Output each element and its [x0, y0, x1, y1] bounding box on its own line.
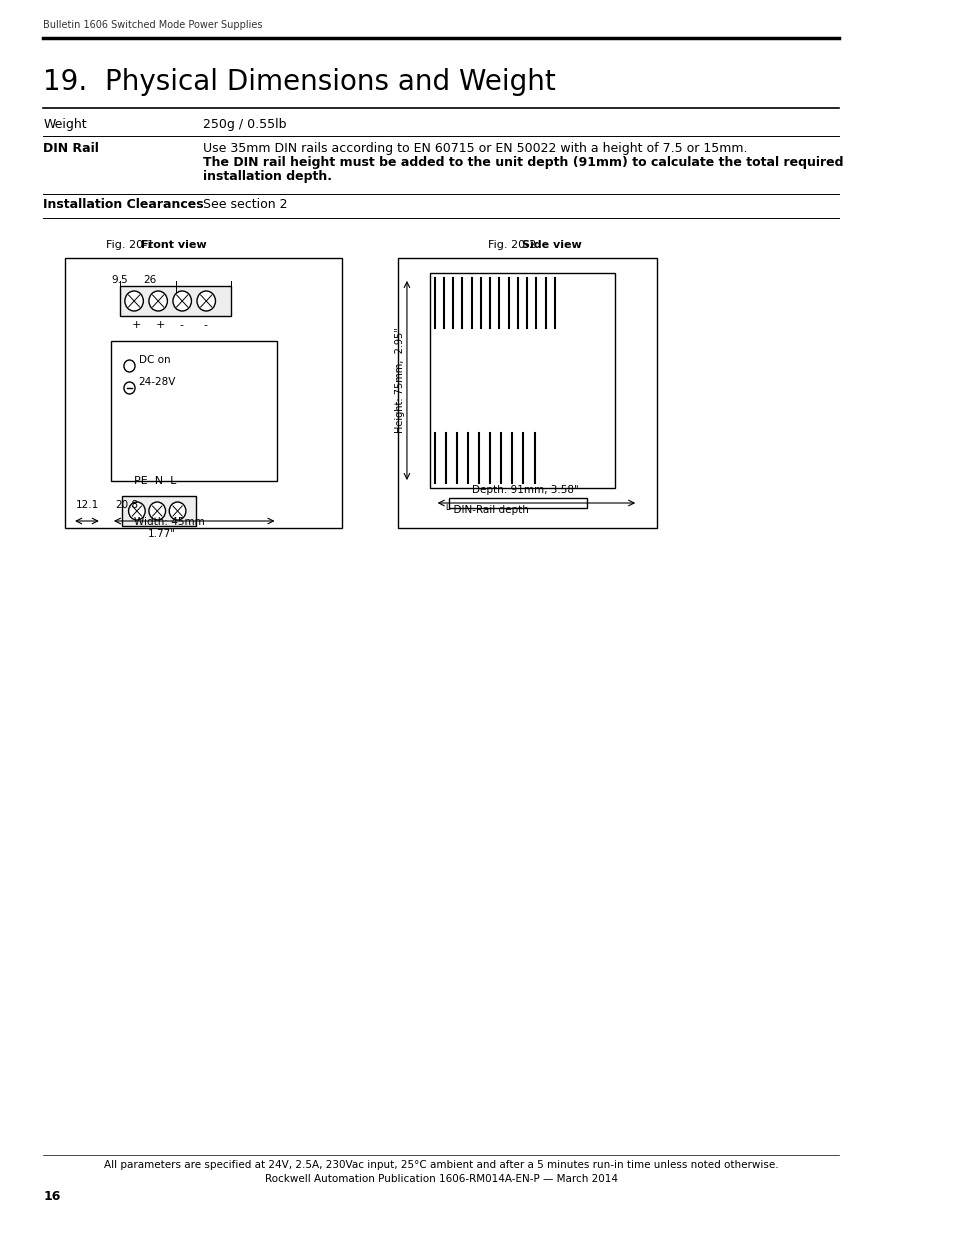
Circle shape [124, 382, 135, 394]
Text: Fig. 20-2: Fig. 20-2 [488, 240, 543, 249]
Circle shape [169, 501, 186, 520]
Circle shape [149, 501, 166, 520]
Text: 16: 16 [44, 1191, 61, 1203]
Text: 1.77": 1.77" [148, 529, 175, 538]
Circle shape [197, 291, 215, 311]
Circle shape [124, 359, 135, 372]
Text: -: - [203, 320, 207, 330]
Bar [120, 287, 231, 316]
Text: Bulletin 1606 Switched Mode Power Supplies: Bulletin 1606 Switched Mode Power Suppli… [44, 20, 263, 30]
Text: DC on: DC on [138, 354, 171, 366]
Text: 20.8: 20.8 [115, 500, 138, 510]
Text: 9.5: 9.5 [111, 275, 128, 285]
Text: └ DIN-Rail depth: └ DIN-Rail depth [443, 504, 528, 515]
Text: Weight: Weight [44, 119, 87, 131]
Circle shape [172, 291, 192, 311]
Text: +: + [132, 320, 140, 330]
Bar [448, 498, 587, 508]
Circle shape [125, 291, 143, 311]
Text: 24-28V: 24-28V [138, 377, 176, 387]
Text: Width: 45mm: Width: 45mm [134, 517, 205, 527]
Text: Depth: 91mm, 3.58": Depth: 91mm, 3.58" [471, 485, 578, 495]
Bar [122, 496, 196, 526]
Bar [397, 258, 656, 529]
Text: 19.  Physical Dimensions and Weight: 19. Physical Dimensions and Weight [44, 68, 556, 96]
Text: PE  N  L: PE N L [134, 475, 176, 487]
Text: All parameters are specified at 24V, 2.5A, 230Vac input, 25°C ambient and after : All parameters are specified at 24V, 2.5… [104, 1160, 778, 1170]
Text: 26: 26 [143, 275, 156, 285]
Bar [65, 258, 342, 529]
Text: Front view: Front view [140, 240, 206, 249]
Text: -: - [179, 320, 183, 330]
Text: Rockwell Automation Publication 1606-RM014A-EN-P — March 2014: Rockwell Automation Publication 1606-RM0… [264, 1174, 617, 1184]
Text: Side view: Side view [521, 240, 580, 249]
Text: DIN Rail: DIN Rail [44, 142, 99, 156]
Bar [430, 273, 615, 488]
Text: Use 35mm DIN rails according to EN 60715 or EN 50022 with a height of 7.5 or 15m: Use 35mm DIN rails according to EN 60715… [203, 142, 747, 156]
Text: The DIN rail height must be added to the unit depth (91mm) to calculate the tota: The DIN rail height must be added to the… [203, 156, 843, 169]
Text: Fig. 20-1: Fig. 20-1 [106, 240, 161, 249]
Circle shape [129, 501, 145, 520]
Text: +: + [155, 320, 165, 330]
Text: Installation Clearances: Installation Clearances [44, 198, 204, 211]
Circle shape [149, 291, 167, 311]
Text: 12.1: 12.1 [75, 500, 99, 510]
Text: Height: 75mm,  2.95": Height: 75mm, 2.95" [395, 327, 404, 433]
Bar [111, 341, 277, 480]
Text: See section 2: See section 2 [203, 198, 288, 211]
Text: 250g / 0.55lb: 250g / 0.55lb [203, 119, 287, 131]
Text: installation depth.: installation depth. [203, 170, 333, 183]
